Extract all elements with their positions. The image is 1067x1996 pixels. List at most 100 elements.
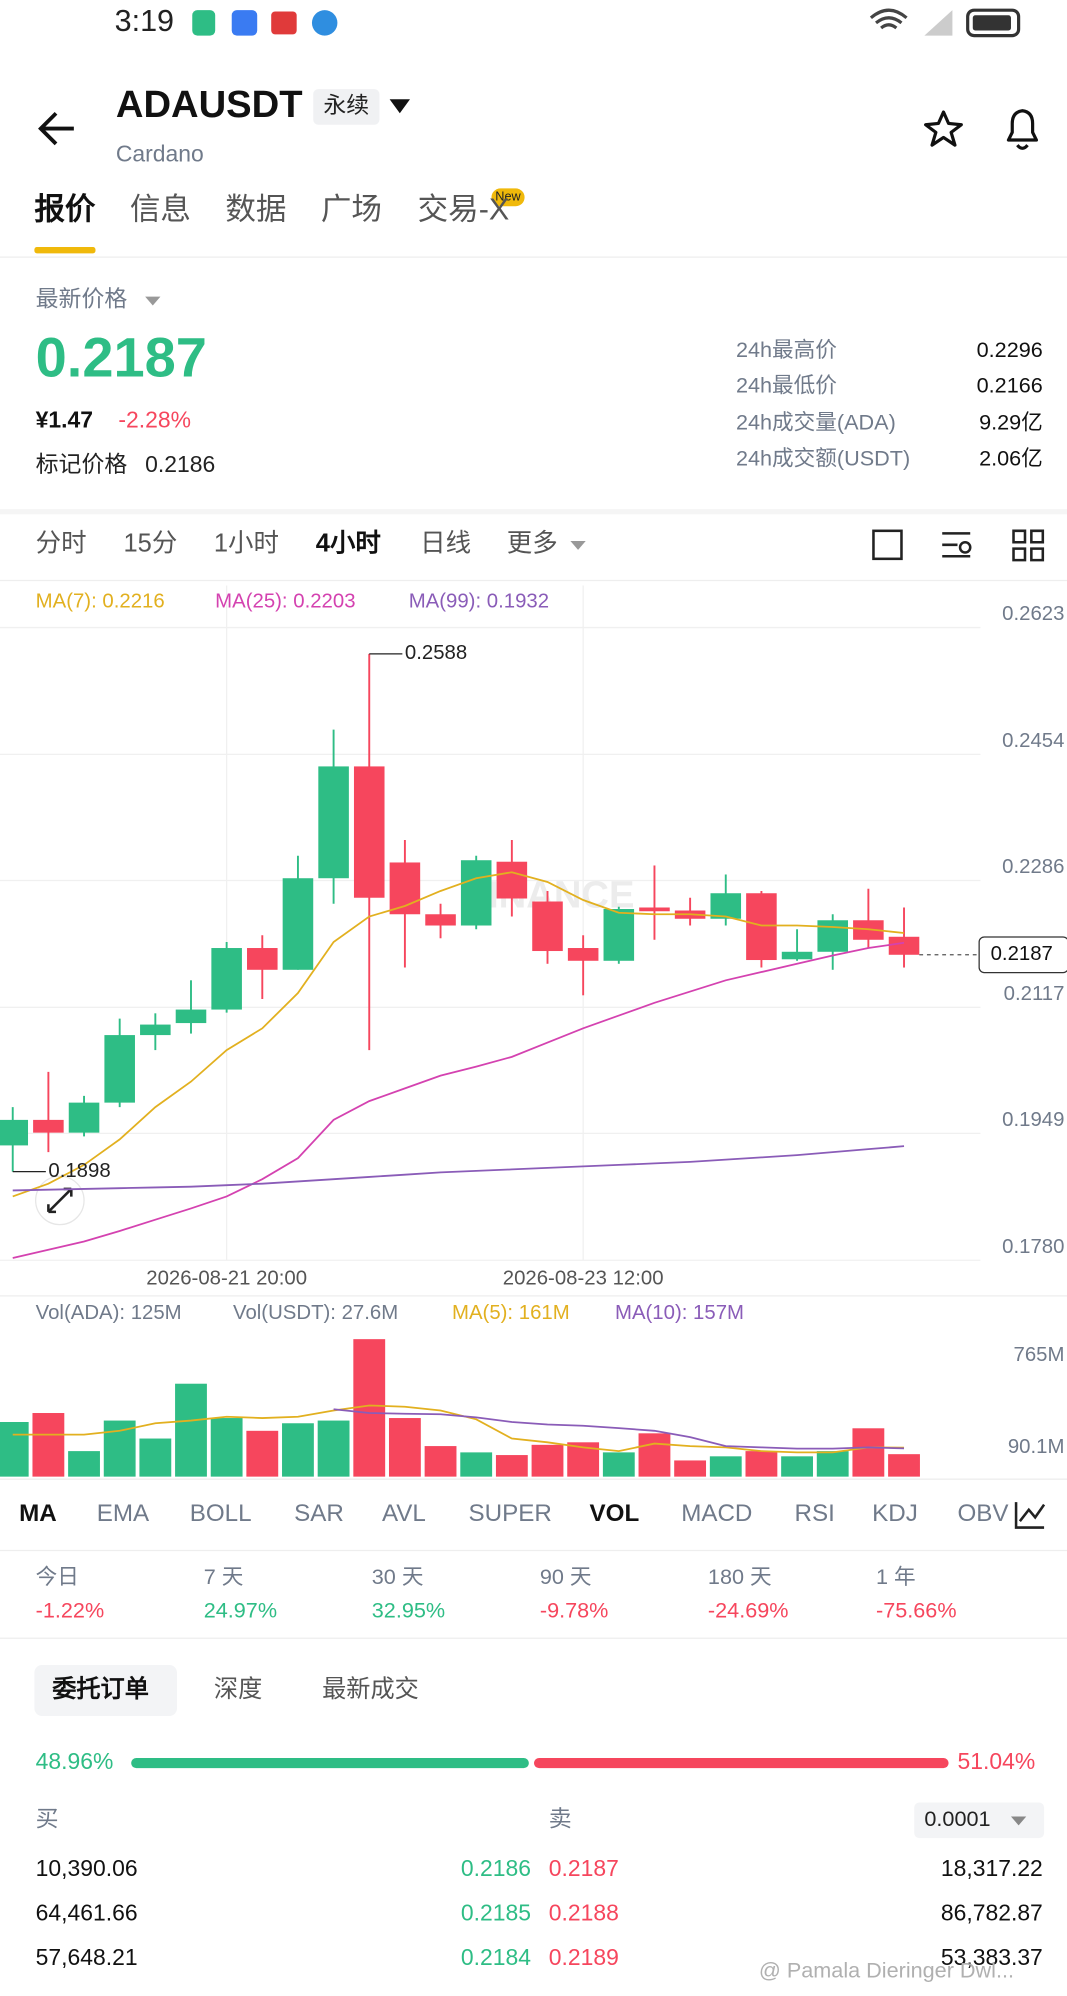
period-change: -1.22% — [36, 1597, 105, 1622]
stat-label: 24h最低价 — [736, 373, 837, 398]
indicator[interactable]: SAR — [294, 1500, 344, 1527]
candle-body — [353, 766, 385, 898]
status-icon — [311, 10, 338, 36]
volume-bar — [246, 1430, 279, 1477]
precision: 0.0001 — [924, 1806, 990, 1831]
volume-bar — [781, 1456, 813, 1477]
volume-bar — [175, 1383, 207, 1477]
period-label: 今日 — [36, 1564, 79, 1589]
legend-entry: MA(99): 0.1932 — [409, 590, 549, 612]
volume-bar — [317, 1420, 350, 1477]
volume-bar — [816, 1451, 849, 1477]
indicator-settings-icon[interactable] — [1014, 1502, 1046, 1529]
interval[interactable]: 更多 — [507, 530, 558, 558]
stat-value: 2.06亿 — [979, 445, 1043, 470]
indicator[interactable]: RSI — [795, 1500, 835, 1527]
current-price-label: 0.2187 — [991, 943, 1053, 965]
interval[interactable]: 15分 — [124, 530, 178, 558]
x-tick-label: 2026-08-21 20:00 — [146, 1268, 307, 1290]
indicator[interactable]: SUPER — [469, 1500, 552, 1527]
volume-bar — [602, 1452, 635, 1477]
fullscreen-icon[interactable] — [872, 529, 903, 561]
ask-quantity: 86,782.87 — [941, 1900, 1043, 1926]
indicator[interactable]: EMA — [97, 1500, 150, 1527]
alert-icon[interactable] — [1006, 109, 1039, 150]
price-title: 最新价格 — [36, 285, 128, 311]
dropdown-icon[interactable] — [570, 541, 586, 550]
tab[interactable]: 广场 — [321, 192, 382, 226]
candle-body — [496, 861, 528, 899]
section-divider — [0, 509, 1067, 515]
period-change: 24.97% — [204, 1597, 277, 1622]
ma-line — [12, 1404, 905, 1454]
volume-bar — [460, 1452, 493, 1477]
interval[interactable]: 4小时 — [316, 530, 381, 558]
candle-body — [425, 914, 456, 926]
indicator[interactable]: OBV — [957, 1500, 1009, 1527]
volume-bar — [282, 1423, 314, 1477]
low-label: 0.1898 — [48, 1160, 110, 1182]
volume-bar — [709, 1456, 742, 1477]
candle-body — [318, 766, 349, 879]
stat-value: 0.2166 — [977, 373, 1043, 398]
candle-body — [567, 948, 599, 961]
period-label: 30 天 — [372, 1564, 424, 1589]
indicator[interactable]: MACD — [681, 1500, 752, 1527]
ask-price: 0.2189 — [549, 1944, 619, 1970]
interval[interactable]: 日线 — [420, 530, 471, 558]
battery-icon — [966, 8, 1021, 38]
indicator[interactable]: MA — [19, 1500, 57, 1527]
period-change: 32.95% — [372, 1597, 445, 1622]
indicator[interactable]: AVL — [382, 1500, 426, 1527]
layout-icon[interactable] — [1012, 529, 1045, 562]
indicator[interactable]: KDJ — [872, 1500, 918, 1527]
contract-badge — [313, 89, 380, 125]
period-change: -24.69% — [708, 1597, 789, 1622]
order-tab[interactable]: 委托订单 — [52, 1676, 149, 1703]
volume-bar — [495, 1455, 528, 1477]
sell-ratio-bar — [533, 1757, 949, 1769]
tab[interactable]: 交易-X — [418, 192, 510, 226]
order-tab[interactable]: 最新成交 — [322, 1676, 419, 1703]
favorite-icon[interactable] — [924, 110, 963, 147]
y-tick-label: 0.2117 — [1004, 983, 1065, 1005]
volume-bar — [745, 1451, 778, 1477]
indicator[interactable]: BOLL — [190, 1500, 252, 1527]
interval[interactable]: 1小时 — [214, 530, 279, 558]
volume-bar — [32, 1413, 65, 1477]
y-tick-label: 765M — [1014, 1344, 1065, 1366]
candle-body — [888, 936, 920, 955]
y-tick-label: 0.2623 — [1002, 603, 1064, 625]
sell-ratio: 51.04% — [957, 1748, 1035, 1774]
status-icon — [231, 10, 258, 36]
settings-icon-dot — [958, 541, 972, 554]
tab[interactable]: 报价 — [34, 192, 96, 226]
volume-bar — [638, 1433, 671, 1477]
bid-price: 0.2185 — [461, 1900, 531, 1926]
candle-body — [140, 1024, 171, 1036]
volume-bar — [388, 1418, 421, 1477]
dropdown-icon[interactable] — [145, 296, 161, 306]
symbol[interactable]: ADAUSDT — [116, 83, 303, 126]
candle-body — [532, 901, 563, 952]
candle-body — [746, 893, 777, 961]
settings-icon[interactable] — [942, 532, 971, 558]
back-button[interactable] — [38, 111, 74, 146]
tab[interactable]: 数据 — [225, 192, 286, 226]
new-badge-label: New — [495, 189, 521, 204]
order-tab[interactable]: 深度 — [214, 1676, 262, 1703]
interval[interactable]: 分时 — [36, 530, 87, 558]
dropdown-icon[interactable] — [389, 99, 410, 114]
bid-price: 0.2186 — [461, 1855, 531, 1881]
asset-name: Cardano — [116, 140, 204, 166]
legend-entry: MA(7): 0.2216 — [36, 590, 165, 612]
candle-body — [68, 1102, 100, 1133]
indicator[interactable]: VOL — [590, 1500, 640, 1527]
expand-icon — [47, 1187, 73, 1214]
precision-select[interactable] — [914, 1802, 1045, 1839]
volume-bar — [0, 1422, 29, 1477]
volume-bar — [210, 1418, 243, 1477]
tab[interactable]: 信息 — [130, 192, 191, 226]
ma-line — [12, 1145, 905, 1192]
